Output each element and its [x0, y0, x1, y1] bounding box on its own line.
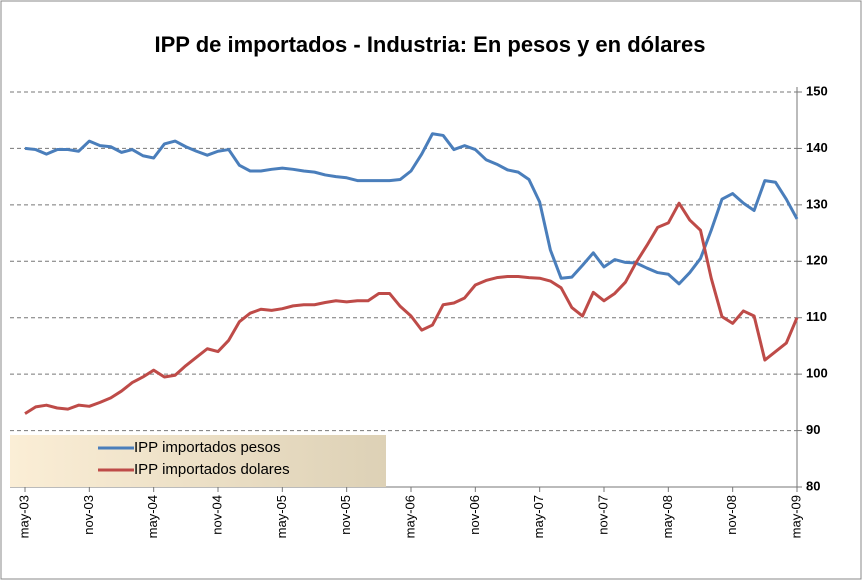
- x-tick-label: may-08: [660, 495, 675, 538]
- y-tick-label: 110: [806, 309, 827, 324]
- x-tick-label: may-09: [788, 495, 803, 538]
- y-tick-label: 100: [806, 366, 828, 381]
- x-tick-label: nov-04: [209, 495, 224, 535]
- x-tick-label: may-04: [145, 495, 160, 538]
- x-tick-label: may-07: [531, 495, 546, 538]
- y-tick-label: 120: [806, 253, 828, 268]
- x-tick-label: nov-06: [467, 495, 482, 535]
- x-tick-label: may-05: [274, 495, 289, 538]
- x-tick-label: nov-05: [338, 495, 353, 535]
- legend-label: IPP importados pesos: [134, 439, 280, 456]
- legend-label: IPP importados dolares: [134, 461, 290, 478]
- y-tick-label: 150: [806, 83, 828, 98]
- y-tick-label: 90: [806, 422, 820, 437]
- x-tick-label: nov-08: [724, 495, 739, 535]
- x-tick-label: nov-03: [81, 495, 96, 535]
- series-line: [24, 201, 799, 415]
- y-tick-label: 140: [806, 140, 828, 155]
- x-tick-label: nov-07: [595, 495, 610, 535]
- series-line: [24, 132, 799, 286]
- x-tick-label: may-06: [402, 495, 417, 538]
- y-tick-label: 130: [806, 196, 828, 211]
- y-tick-label: 80: [806, 478, 820, 493]
- legend-box: [10, 435, 386, 487]
- chart-title: IPP de importados - Industria: En pesos …: [155, 32, 706, 57]
- x-tick-label: may-03: [16, 495, 31, 538]
